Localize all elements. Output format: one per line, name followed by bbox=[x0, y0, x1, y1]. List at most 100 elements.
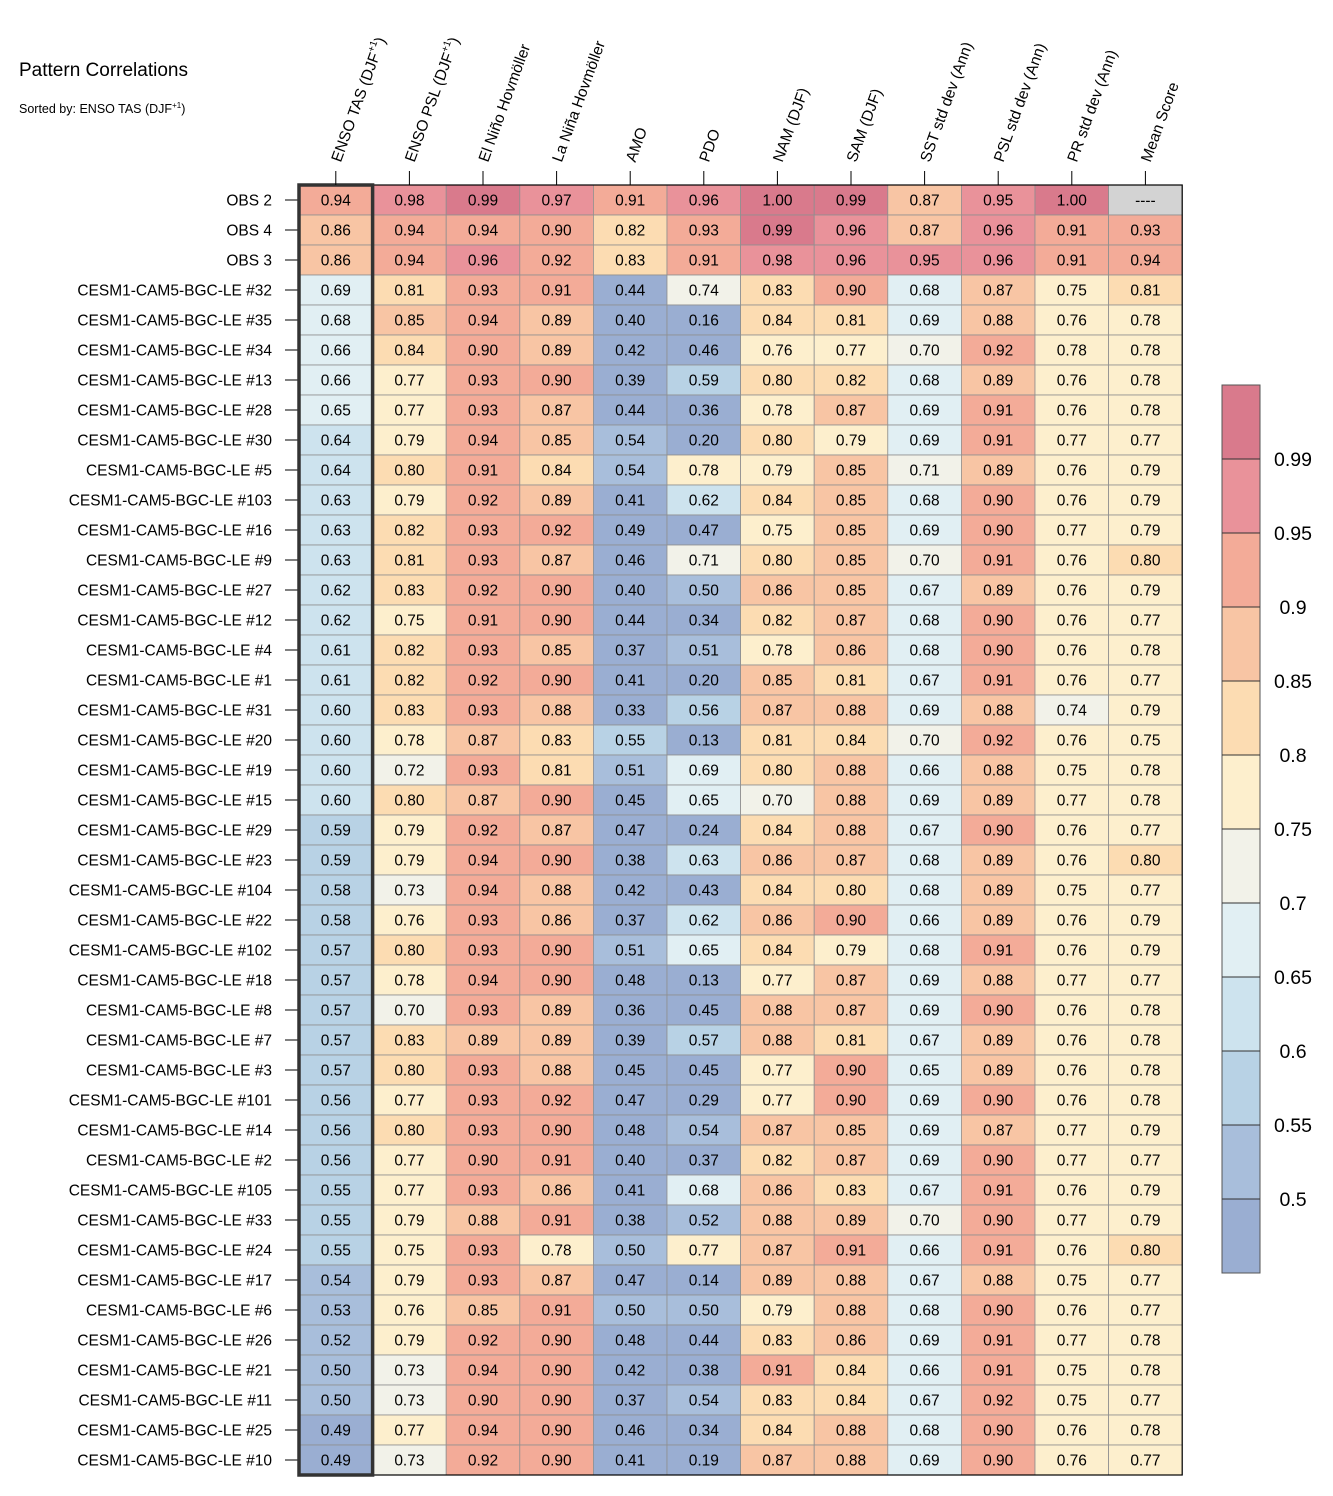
row-label: CESM1-CAM5-BGC-LE #19 bbox=[77, 763, 272, 780]
cell-value-label: ---- bbox=[1135, 193, 1156, 210]
cell-value-label: 0.85 bbox=[836, 523, 866, 540]
cell-value-label: 0.88 bbox=[983, 973, 1013, 990]
cell-value-label: 0.87 bbox=[762, 703, 792, 720]
heatmap-cell bbox=[1108, 964, 1183, 996]
cell-value-label: 0.74 bbox=[689, 283, 720, 300]
heatmap-cell bbox=[445, 904, 521, 936]
cell-value-label: 0.77 bbox=[689, 1243, 719, 1260]
cell-value-label: 0.73 bbox=[394, 1363, 424, 1380]
cell-value-label: 0.47 bbox=[689, 523, 719, 540]
heatmap-cell bbox=[961, 574, 1036, 606]
cell-value-label: 0.48 bbox=[615, 1333, 645, 1350]
heatmap-cell bbox=[666, 1144, 741, 1176]
cell-value-label: 0.77 bbox=[1130, 673, 1160, 690]
cell-value-label: 0.84 bbox=[762, 883, 793, 900]
cell-value-label: 0.69 bbox=[910, 1453, 940, 1470]
heatmap-cell bbox=[666, 304, 741, 336]
heatmap-cell bbox=[1108, 1444, 1183, 1476]
heatmap-cell bbox=[445, 1054, 521, 1086]
colorbar-bin bbox=[1222, 755, 1260, 829]
heatmap-cell bbox=[813, 1024, 889, 1056]
heatmap-cell bbox=[372, 1324, 447, 1356]
heatmap-cell bbox=[593, 424, 668, 456]
cell-value-label: 0.59 bbox=[689, 373, 719, 390]
cell-value-label: 0.93 bbox=[468, 403, 498, 420]
heatmap-cell bbox=[887, 934, 962, 966]
cell-value-label: 0.81 bbox=[836, 1033, 866, 1050]
heatmap-cell bbox=[740, 364, 815, 396]
row-label: CESM1-CAM5-BGC-LE #1 bbox=[86, 673, 272, 690]
heatmap-cell bbox=[445, 514, 521, 546]
row-label: CESM1-CAM5-BGC-LE #10 bbox=[77, 1453, 272, 1470]
cell-value-label: 0.90 bbox=[983, 523, 1014, 540]
cell-value-label: 0.94 bbox=[468, 883, 499, 900]
cell-value-label: 0.20 bbox=[689, 433, 720, 450]
heatmap-cell bbox=[961, 1414, 1036, 1446]
cell-value-label: 0.96 bbox=[836, 253, 866, 270]
heatmap-cell bbox=[813, 394, 889, 426]
cell-value-label: 0.87 bbox=[762, 1123, 792, 1140]
row-label: CESM1-CAM5-BGC-LE #33 bbox=[77, 1213, 272, 1230]
cell-value-label: 0.89 bbox=[542, 1003, 572, 1020]
cell-value-label: 0.76 bbox=[1057, 943, 1087, 960]
colorbar-tick-label: 0.6 bbox=[1279, 1041, 1306, 1063]
cell-value-label: 0.88 bbox=[836, 823, 866, 840]
heatmap-cell bbox=[372, 424, 447, 456]
cell-value-label: 0.52 bbox=[321, 1333, 351, 1350]
heatmap-cell bbox=[372, 544, 447, 576]
cell-value-label: 0.62 bbox=[321, 583, 351, 600]
cell-value-label: 0.88 bbox=[762, 1033, 792, 1050]
cell-value-label: 0.77 bbox=[762, 1063, 792, 1080]
heatmap-cell bbox=[519, 1204, 594, 1236]
cell-value-label: 0.90 bbox=[542, 373, 573, 390]
cell-value-label: 0.90 bbox=[983, 1003, 1014, 1020]
heatmap-cell bbox=[887, 364, 962, 396]
cell-value-label: 0.47 bbox=[615, 1093, 645, 1110]
cell-value-label: 0.92 bbox=[468, 1453, 498, 1470]
heatmap-cell bbox=[1034, 1234, 1109, 1266]
cell-value-label: 0.90 bbox=[542, 673, 573, 690]
heatmap-cell bbox=[740, 1234, 815, 1266]
cell-value-label: 0.75 bbox=[1057, 883, 1087, 900]
cell-value-label: 0.68 bbox=[910, 493, 940, 510]
heatmap-cell bbox=[593, 574, 668, 606]
cell-value-label: 0.87 bbox=[468, 733, 498, 750]
heatmap-cell bbox=[519, 994, 594, 1026]
heatmap-cell bbox=[666, 1084, 741, 1116]
heatmap-cell bbox=[1108, 814, 1183, 846]
cell-value-label: 0.37 bbox=[615, 643, 645, 660]
cell-value-label: 0.89 bbox=[542, 313, 572, 330]
colorbar-tick-label: 0.9 bbox=[1279, 597, 1306, 619]
cell-value-label: 0.57 bbox=[321, 943, 351, 960]
cell-value-label: 0.75 bbox=[1057, 1393, 1087, 1410]
cell-value-label: 0.82 bbox=[615, 223, 645, 240]
cell-value-label: 0.85 bbox=[836, 1123, 866, 1140]
cell-value-label: 0.67 bbox=[910, 1033, 940, 1050]
column-label-text: Mean Score bbox=[1138, 80, 1183, 164]
heatmap-cell bbox=[1034, 1324, 1109, 1356]
heatmap-cell bbox=[445, 424, 521, 456]
cell-value-label: 0.36 bbox=[615, 1003, 645, 1020]
cell-value-label: 0.93 bbox=[468, 1243, 498, 1260]
cell-value-label: 0.83 bbox=[762, 1393, 792, 1410]
cell-value-label: 0.93 bbox=[468, 373, 498, 390]
row-label: CESM1-CAM5-BGC-LE #31 bbox=[77, 703, 272, 720]
row-label: OBS 3 bbox=[226, 253, 272, 270]
cell-value-label: 0.80 bbox=[1130, 853, 1161, 870]
heatmap-cell bbox=[1034, 484, 1109, 516]
heatmap-cell bbox=[298, 514, 373, 546]
heatmap-cell bbox=[519, 214, 594, 246]
cell-value-label: 0.78 bbox=[1130, 763, 1160, 780]
colorbar-bin bbox=[1222, 977, 1260, 1051]
cell-value-label: 0.70 bbox=[394, 1003, 425, 1020]
cell-value-label: 0.41 bbox=[615, 1183, 645, 1200]
cell-value-label: 0.78 bbox=[1130, 1423, 1160, 1440]
cell-value-label: 0.90 bbox=[983, 1153, 1014, 1170]
cell-value-label: 0.91 bbox=[836, 1243, 866, 1260]
cell-value-label: 0.41 bbox=[615, 673, 645, 690]
cell-value-label: 0.84 bbox=[762, 943, 793, 960]
cell-value-label: 0.76 bbox=[394, 1303, 424, 1320]
heatmap-cell bbox=[813, 1414, 889, 1446]
heatmap-cell bbox=[1108, 184, 1183, 216]
heatmap-cell bbox=[961, 664, 1036, 696]
